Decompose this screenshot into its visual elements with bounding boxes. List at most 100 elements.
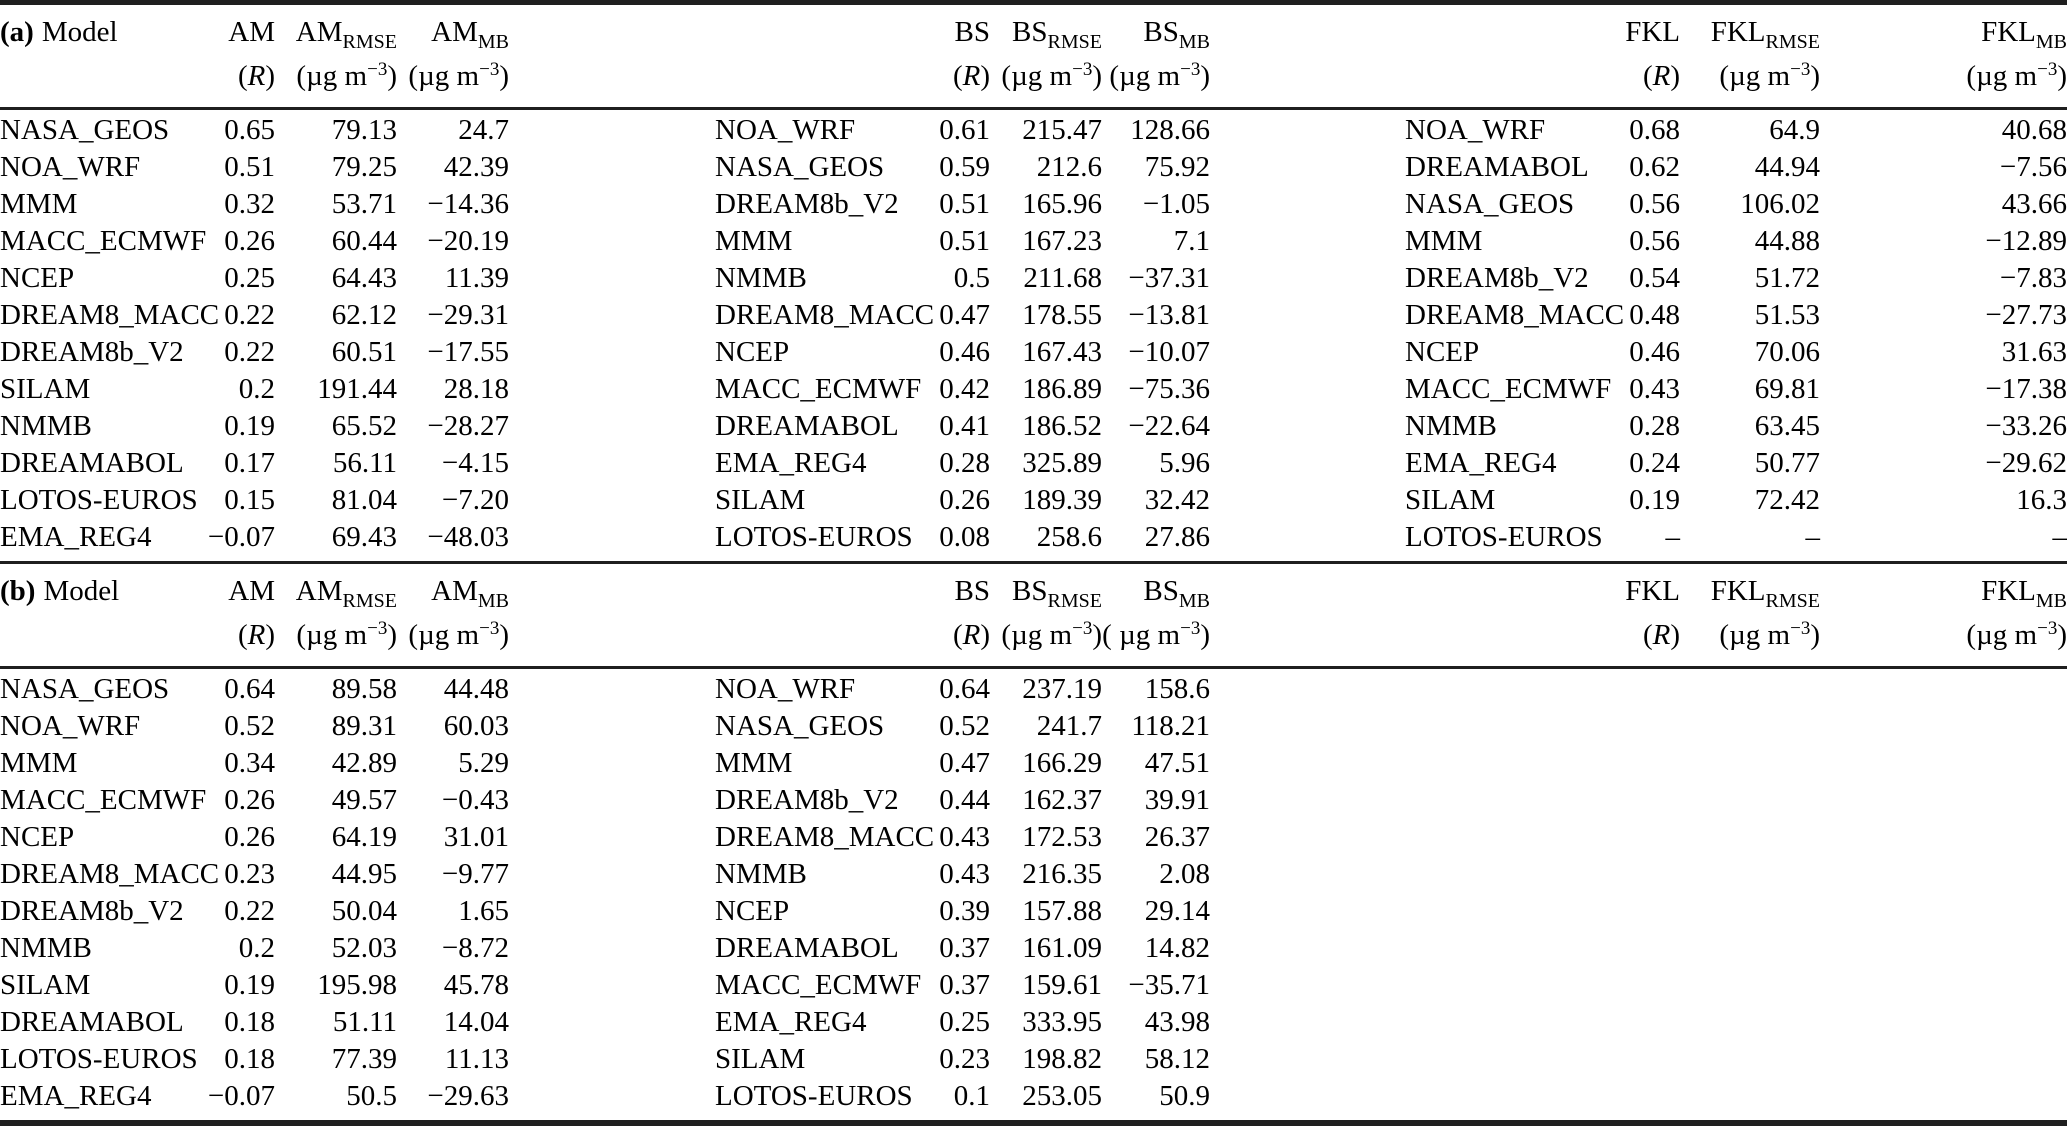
r-value: [1600, 1041, 1680, 1078]
col-header-station: AM: [228, 16, 275, 48]
mb-value: 43.66: [2001, 188, 2067, 220]
col-header-mb: FKLMB: [1820, 563, 2067, 614]
rmse-value: 211.68: [1023, 262, 1102, 294]
model-cell: NOA_WRF: [0, 710, 141, 742]
header-spacer-cell: [0, 54, 195, 109]
unit-pre: (µg m: [408, 619, 480, 651]
model-cell: MMM: [0, 747, 78, 779]
section-label: (a): [0, 16, 34, 48]
model-cell: MACC_ECMWF: [0, 225, 207, 257]
model-cell: DREAMABOL: [0, 1006, 184, 1038]
model-cell: NASA_GEOS: [715, 151, 885, 183]
r-value: 0.42: [939, 373, 990, 405]
mb-value: −22.64: [1128, 410, 1210, 442]
model-cell: [1405, 782, 1600, 819]
column-gap: [509, 1041, 715, 1078]
mb-value: −33.26: [1985, 410, 2067, 442]
column-gap: [509, 482, 715, 519]
model-cell: DREAM8_MACC: [715, 299, 935, 331]
rmse-subscript: RMSE: [1047, 589, 1102, 612]
mb-value: [1820, 819, 2067, 856]
rmse-subscript: RMSE: [1765, 589, 1820, 612]
header-spacer-cell: [1405, 613, 1600, 668]
model-cell: [1405, 967, 1600, 1004]
model-cell: EMA_REG4: [715, 1006, 867, 1038]
mb-value: [1820, 1078, 2067, 1123]
rmse-value: 79.13: [331, 114, 397, 146]
mb-value: 27.86: [1144, 521, 1210, 553]
column-gap: [509, 613, 715, 668]
mb-value: −13.81: [1128, 299, 1210, 331]
mb-value: [1820, 893, 2067, 930]
rmse-value: [1680, 967, 1820, 1004]
mb-subscript: MB: [477, 589, 509, 612]
unit-post: ): [499, 619, 509, 651]
r-symbol: R: [247, 60, 266, 92]
model-cell: [1405, 1078, 1600, 1123]
r-value: 0.18: [224, 1043, 275, 1075]
r-value: 0.2: [238, 932, 275, 964]
r-value: [1600, 967, 1680, 1004]
rmse-value: 237.19: [1022, 673, 1102, 705]
r-value: 0.54: [1629, 262, 1680, 294]
model-cell: NMMB: [715, 262, 807, 294]
col-header-rmse: AMRMSE: [275, 3, 397, 55]
r-value: 0.47: [939, 299, 990, 331]
r-value: [1600, 708, 1680, 745]
table-row: EMA_REG4 −0.07 69.43 −48.03 LOTOS-EUROS 0.08 2…: [0, 519, 2067, 563]
mb-value: 39.91: [1144, 784, 1210, 816]
section-model-header: [1405, 3, 1600, 55]
col-header-rmse: FKLRMSE: [1680, 563, 1820, 614]
rmse-value: 195.98: [317, 969, 397, 1001]
model-cell: SILAM: [715, 484, 806, 516]
column-gap: [1210, 893, 1405, 930]
table-row: MACC_ECMWF 0.26 49.57 −0.43 DREAM8b_V2 0.44 16…: [0, 782, 2067, 819]
r-value: 0.61: [939, 114, 990, 146]
table-row: NASA_GEOS 0.65 79.13 24.7 NOA_WRF 0.61 215.47 1…: [0, 109, 2067, 150]
unit-exponent: −3: [2037, 58, 2058, 80]
unit-pre: (µg m: [1966, 60, 2038, 92]
mb-value: 32.42: [1144, 484, 1210, 516]
r-value: 0.19: [224, 410, 275, 442]
column-gap: [509, 745, 715, 782]
section-a-header: (a) Model AM AMRMSE AMMB BS BSRMSE BSMB FKL FKLRM…: [0, 2, 2067, 109]
r-value: 0.65: [224, 114, 275, 146]
col-header-r-label: (R): [195, 54, 275, 109]
mb-value: [1820, 745, 2067, 782]
column-gap: [1210, 708, 1405, 745]
section-b-body: NASA_GEOS 0.64 89.58 44.48 NOA_WRF 0.64 237.19…: [0, 668, 2067, 1124]
column-gap: [1210, 1004, 1405, 1041]
unit-exponent: −3: [1790, 58, 1811, 80]
rmse-value: 50.77: [1754, 447, 1820, 479]
r-value: 0.22: [224, 336, 275, 368]
column-gap: [509, 109, 715, 150]
rmse-value: [1680, 745, 1820, 782]
col-header-rmse: AMRMSE: [275, 563, 397, 614]
mb-value: 28.18: [443, 373, 509, 405]
r-value: 0.22: [224, 299, 275, 331]
unit-pre: (µg m: [296, 619, 368, 651]
column-gap: [1210, 613, 1405, 668]
model-cell: [1405, 819, 1600, 856]
rmse-value: [1680, 708, 1820, 745]
r-symbol: R: [247, 619, 266, 651]
r-value: 0.23: [224, 858, 275, 890]
table-row: NASA_GEOS 0.64 89.58 44.48 NOA_WRF 0.64 237.19…: [0, 668, 2067, 709]
r-value: 0.51: [939, 188, 990, 220]
column-gap: [509, 1078, 715, 1123]
model-cell: DREAM8b_V2: [0, 895, 184, 927]
unit-post: ): [1200, 60, 1210, 92]
mb-value: 1.65: [458, 895, 509, 927]
model-cell: NCEP: [1405, 336, 1480, 368]
mb-value: −29.31: [427, 299, 509, 331]
mb-value: 26.37: [1144, 821, 1210, 853]
rmse-subscript: RMSE: [342, 589, 397, 612]
col-header-mb-unit: ( µg m−3): [1102, 613, 1210, 668]
unit-exponent: −3: [1180, 617, 1201, 639]
rmse-value: [1680, 1041, 1820, 1078]
r-value: 0.56: [1629, 188, 1680, 220]
unit-pre: (µg m: [408, 60, 480, 92]
r-symbol: R: [962, 619, 981, 651]
table-row: DREAM8b_V2 0.22 50.04 1.65 NCEP 0.39 157.88 29.…: [0, 893, 2067, 930]
